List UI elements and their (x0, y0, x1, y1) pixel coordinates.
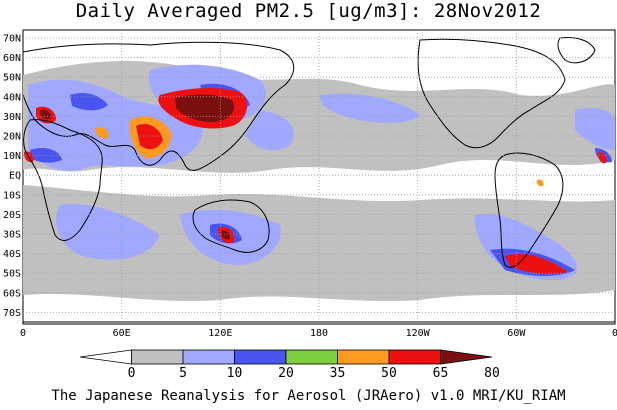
map-title: Daily Averaged PM2.5 [ug/m3]: 28Nov2012 (75, 0, 542, 22)
coast-africa (23, 119, 103, 241)
latitude-label: 50N (3, 73, 21, 84)
longitude-label: 180 (310, 328, 328, 339)
colorbar-label: 0 (128, 366, 136, 381)
longitude-label: 60W (507, 328, 526, 339)
latitude-label: 30N (3, 112, 21, 123)
latitude-label: 20N (3, 132, 21, 143)
longitude-axis: 0 60E 120E 180 120W 60W 0 (20, 328, 617, 339)
latitude-label: 70N (3, 34, 21, 45)
colorbar-label: 50 (381, 366, 397, 381)
coast-australia (192, 199, 270, 253)
coast-south-america (494, 152, 564, 268)
colorbar-segment (79, 349, 132, 365)
credit-line: The Japanese Reanalysis for Aerosol (JRA… (51, 388, 566, 404)
colorbar-label: 10 (227, 366, 243, 381)
longitude-label: 120E (208, 328, 232, 339)
latitude-axis: 70N 60N 50N 40N 30N 20N 10N EQ 10S 20S 30S 40S 50S 60… (3, 34, 21, 319)
latitude-label: 20S (3, 210, 21, 221)
pm25-field (23, 60, 615, 302)
latitude-label: 60N (3, 53, 21, 64)
latitude-label: 30S (3, 230, 21, 241)
longitude-label: 0 (20, 328, 26, 339)
latitude-label: 40N (3, 92, 21, 103)
longitude-label: 120W (406, 328, 431, 339)
coast-greenland (557, 37, 596, 64)
latitude-label: 50S (3, 269, 21, 280)
pm25-band-35-80 (24, 88, 607, 274)
latitude-label: 10N (3, 151, 21, 162)
colorbar-label: 35 (330, 366, 346, 381)
coast-north-america (417, 38, 566, 149)
colorbar-label: 65 (433, 366, 449, 381)
latitude-label: EQ (9, 171, 21, 182)
colorbar-label: 20 (278, 366, 294, 381)
colorbar-segment (440, 349, 493, 365)
colorbar-segment (388, 349, 441, 365)
colorbar-segment (285, 349, 338, 365)
latitude-label: 40S (3, 249, 21, 260)
latitude-label: 60S (3, 288, 21, 299)
latitude-label: 70S (3, 308, 21, 319)
colorbar-label: 5 (179, 366, 187, 381)
colorbar-segment (182, 349, 235, 365)
longitude-label: 0 (612, 328, 617, 339)
coast-eurasia (23, 41, 295, 171)
colorbar-label: 80 (484, 366, 500, 381)
longitude-label: 60E (113, 328, 131, 339)
colorbar-segment (131, 349, 184, 365)
colorbar-segment (234, 349, 287, 365)
graticule (23, 30, 615, 324)
colorbar-segment (337, 349, 390, 365)
latitude-label: 10S (3, 190, 21, 201)
colorbar: 0 5 10 20 35 50 65 80 (79, 349, 500, 381)
